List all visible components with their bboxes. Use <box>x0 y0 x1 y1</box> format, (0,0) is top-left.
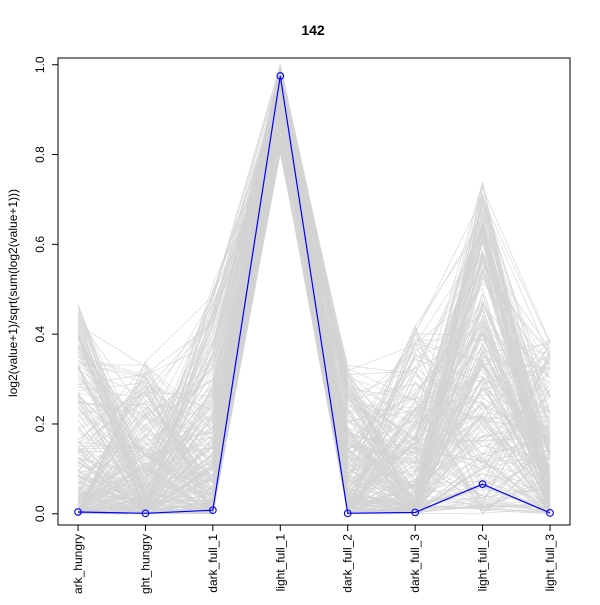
highlight-point <box>141 509 150 518</box>
background-series-line <box>77 67 551 509</box>
y-tick-label: 0.6 <box>33 236 47 253</box>
highlight-point <box>411 508 419 517</box>
background-series-line <box>77 81 551 511</box>
y-tick-label: 0.4 <box>33 325 47 342</box>
highlight-point <box>478 480 487 488</box>
highlight-point <box>74 508 82 516</box>
y-axis-label: log2(value+1)/sqrt(sum(log2(value+1))) <box>6 189 20 397</box>
background-series-line <box>77 65 551 515</box>
background-series-line <box>77 72 551 515</box>
x-tick-label: ark_hungry <box>71 534 85 594</box>
highlight-point <box>546 509 554 517</box>
background-series-line <box>77 132 551 513</box>
y-tick-label: 0.0 <box>33 505 47 522</box>
y-tick-label: 0.8 <box>33 146 47 163</box>
background-series-line <box>77 148 551 514</box>
x-tick-label: dark_full_3 <box>408 534 422 593</box>
background-series-line <box>77 66 551 515</box>
background-series-line <box>77 86 551 514</box>
plot-frame <box>57 57 571 526</box>
background-series-line <box>77 136 551 513</box>
x-tick-label: ght_hungry <box>138 534 152 594</box>
x-tick-label: light_full_2 <box>476 534 490 592</box>
background-series-line <box>77 74 551 506</box>
highlight-point <box>209 506 217 515</box>
x-tick-label: light_full_3 <box>543 534 557 592</box>
x-tick-label: dark_full_1 <box>206 534 220 593</box>
background-series-line <box>77 65 551 514</box>
background-series-line <box>77 89 551 515</box>
highlight-point <box>276 72 285 80</box>
y-tick-label: 1.0 <box>33 56 47 73</box>
background-series-line <box>77 130 551 515</box>
background-series-group <box>77 64 551 516</box>
y-tick-label: 0.2 <box>33 415 47 432</box>
background-series-line <box>77 94 551 505</box>
background-series-line <box>77 64 551 514</box>
background-series-line <box>77 114 551 516</box>
background-series-line <box>77 72 551 513</box>
axes-group: 0.0 0.2 0.4 0.6 0.8 1.0 ark_hungry ght_hungry da… <box>33 56 557 594</box>
x-tick-label: light_full_1 <box>273 534 287 592</box>
highlight-series-group <box>74 72 554 518</box>
background-series-line <box>77 86 551 512</box>
x-tick-label: dark_full_2 <box>341 534 355 593</box>
highlight-point <box>343 509 352 518</box>
chart-title: 142 <box>301 22 325 38</box>
highlight-series-line <box>77 75 551 514</box>
